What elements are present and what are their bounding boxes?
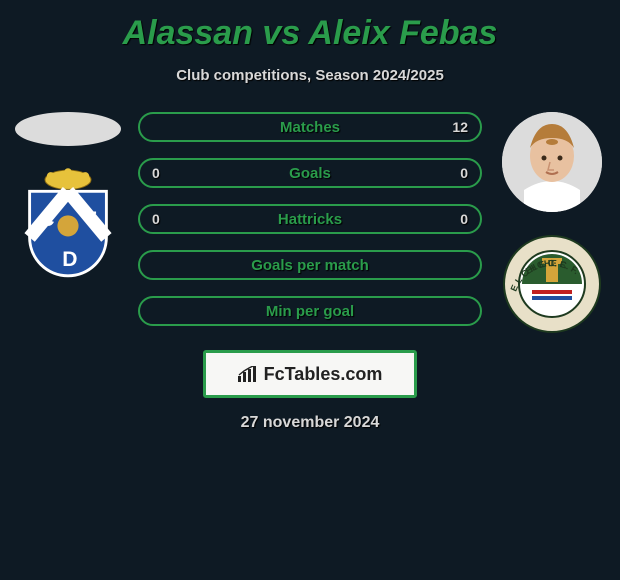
svg-text:C: C [39, 208, 54, 231]
comparison-content: C D T Matches 12 0 Goals 0 0 Hattricks 0… [0, 112, 620, 334]
stat-right-value: 0 [460, 211, 468, 227]
stat-row-hattricks: 0 Hattricks 0 [138, 204, 482, 234]
subtitle: Club competitions, Season 2024/2025 [0, 67, 620, 84]
player-right-avatar [502, 112, 602, 212]
player-left-avatar [15, 112, 121, 146]
stat-label: Goals [140, 165, 480, 182]
stat-label: Min per goal [140, 303, 480, 320]
stat-right-value: 0 [460, 165, 468, 181]
date-label: 27 november 2024 [0, 414, 620, 432]
stat-label: Matches [140, 119, 480, 136]
page-title: Alassan vs Aleix Febas [0, 0, 620, 53]
tenerife-badge-icon: C D T [20, 168, 116, 278]
player-left-club-badge: C D T [20, 168, 116, 278]
stat-label: Hattricks [140, 211, 480, 228]
stat-label: Goals per match [140, 257, 480, 274]
player-face-icon [502, 112, 602, 212]
svg-text:T: T [83, 208, 96, 231]
stat-left-value: 0 [152, 211, 160, 227]
stat-right-value: 12 [452, 119, 468, 135]
elche-badge-icon: E L C H E C. F. ELCHE C. F. [502, 234, 602, 334]
stat-row-goals: 0 Goals 0 [138, 158, 482, 188]
brand-label: FcTables.com [264, 364, 383, 385]
player-right-club-badge: E L C H E C. F. ELCHE C. F. [502, 234, 602, 334]
svg-text:D: D [62, 248, 77, 271]
stat-row-goals-per-match: Goals per match [138, 250, 482, 280]
chart-icon [238, 366, 258, 382]
stats-column: Matches 12 0 Goals 0 0 Hattricks 0 Goals… [128, 112, 492, 334]
brand-box: FcTables.com [203, 350, 417, 398]
stat-left-value: 0 [152, 165, 160, 181]
stat-row-min-per-goal: Min per goal [138, 296, 482, 326]
player-right-column: E L C H E C. F. ELCHE C. F. [492, 112, 612, 334]
player-left-column: C D T [8, 112, 128, 334]
stat-row-matches: Matches 12 [138, 112, 482, 142]
